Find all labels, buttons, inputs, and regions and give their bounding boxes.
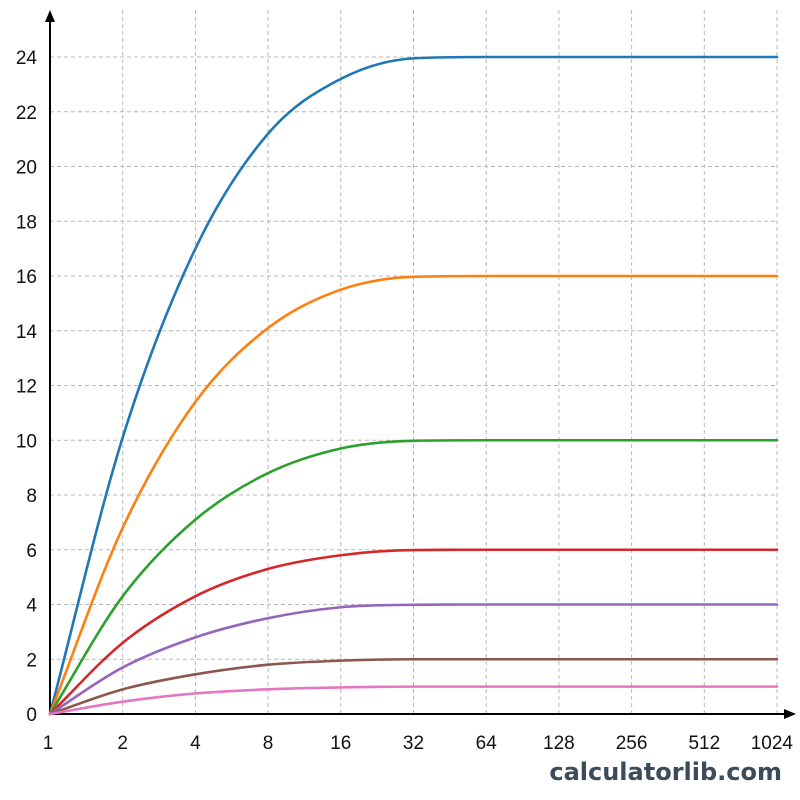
y-tick-label: 2 [26, 650, 37, 671]
x-tick-label: 128 [543, 733, 575, 754]
y-tick-label: 0 [26, 705, 37, 726]
series-line-5 [48, 603, 779, 716]
y-tick-label: 6 [26, 541, 37, 562]
y-tick-label: 10 [16, 431, 37, 452]
series-line-4 [48, 548, 779, 716]
series-line-2 [48, 274, 779, 716]
watermark: calculatorlib.com [549, 758, 782, 786]
series-line-1 [48, 55, 779, 716]
x-tick-label: 256 [616, 733, 648, 754]
x-axis-arrow-icon [784, 709, 796, 719]
x-tick-label: 2 [117, 733, 128, 754]
x-tick-label: 1 [43, 733, 54, 754]
y-tick-label: 8 [26, 486, 37, 507]
y-tick-label: 16 [16, 267, 37, 288]
y-tick-label: 20 [16, 158, 37, 179]
x-tick-label: 1024 [751, 733, 794, 754]
x-tick-label: 64 [476, 733, 498, 754]
y-tick-label: 12 [16, 377, 37, 398]
tick-labels: 1 2 4 8 16 32 64 128 256 512 102402468101214161820… [16, 48, 794, 754]
grid [50, 10, 778, 714]
x-tick-label: 16 [330, 733, 351, 754]
y-tick-label: 14 [16, 322, 38, 343]
series-line-6 [48, 657, 779, 716]
series-line-7 [48, 685, 779, 716]
y-tick-label: 24 [16, 48, 38, 69]
y-tick-label: 22 [16, 103, 37, 124]
x-tick-label: 4 [190, 733, 201, 754]
axes [45, 10, 796, 719]
x-tick-label: 512 [688, 733, 720, 754]
y-tick-label: 4 [26, 596, 37, 617]
y-tick-label: 18 [16, 212, 37, 233]
series-lines [48, 55, 779, 716]
y-axis-arrow-icon [45, 10, 55, 22]
x-tick-label: 8 [263, 733, 274, 754]
x-tick-label: 32 [403, 733, 424, 754]
series-line-3 [48, 438, 779, 716]
